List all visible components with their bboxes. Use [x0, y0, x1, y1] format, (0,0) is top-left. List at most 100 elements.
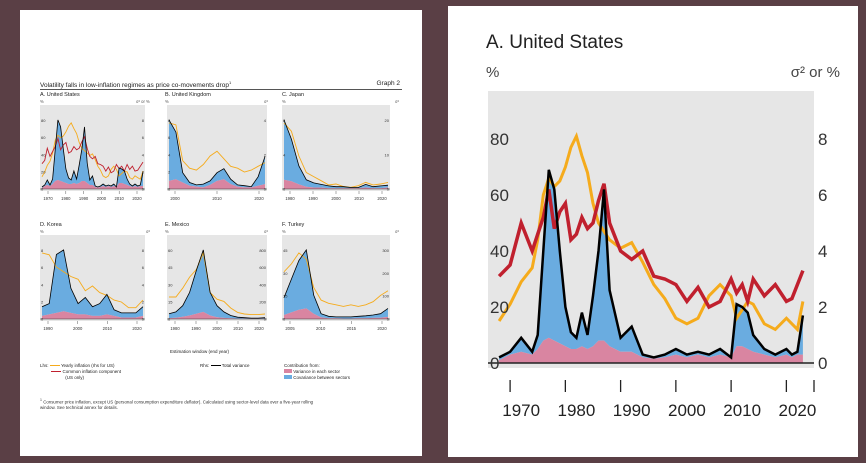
mini-lhs-tick-mx-45: 45 [168, 265, 173, 270]
rhs-tick-8: 8 [818, 130, 827, 149]
mini-x-tick-jp-1990: 1990 [308, 196, 318, 201]
mini-unit-tr-lhs: % [282, 229, 286, 234]
zoom-rhs-unit: σ² or % [790, 64, 840, 81]
mini-rhs-tick-kr-6: 6 [142, 265, 145, 270]
mini-lhs-tick-tr-45: 45 [283, 248, 288, 253]
mini-lhs-tick-us-80: 80 [41, 118, 46, 123]
mini-unit-us-rhs: σ² or % [136, 99, 150, 104]
mini-unit-mx-lhs: % [165, 229, 169, 234]
mini-lhs-tick-tr-0: 0 [283, 317, 286, 322]
mini-title-jp: C. Japan [282, 92, 305, 98]
mini-x-tick-jp-2020: 2020 [377, 196, 387, 201]
mini-x-tick-us-2020: 2020 [132, 196, 142, 201]
plot-area [488, 91, 814, 368]
mini-lhs-tick-uk-4: 4 [168, 152, 171, 157]
mini-lhs-tick-us-20: 20 [41, 169, 46, 174]
mini-lhs-tick-tr-15: 15 [283, 294, 288, 299]
mini-x-tick-kr-2020: 2020 [132, 326, 142, 331]
mini-rhs-tick-us-6: 6 [142, 135, 145, 140]
mini-x-tick-uk-2020: 2020 [254, 196, 264, 201]
legend-inflation-label: Yearly inflation (rhs for US) [60, 363, 115, 368]
legend-total-swatch [210, 365, 221, 367]
mini-x-tick-uk-2000: 2000 [170, 196, 180, 201]
mini-total-tr [283, 248, 389, 318]
mini-title-kr: D. Korea [40, 222, 62, 228]
mini-unit-mx-rhs: σ² [264, 229, 268, 234]
mini-x-tick-jp-2000: 2000 [331, 196, 341, 201]
mini-inflation-tr [283, 252, 389, 307]
mini-rhs-tick-us-0: 0 [142, 187, 145, 192]
mini-x-tick-tr-2020: 2020 [377, 326, 387, 331]
zoom-panel-us: A. United States % σ² or % 0 20 40 60 80 0 2 4 6… [448, 6, 858, 457]
mini-rhs-tick-tr-300: 300 [382, 248, 389, 253]
mini-x-tick-us-1970: 1970 [43, 196, 53, 201]
lhs-tick-80: 80 [490, 130, 509, 149]
mini-chart-tr: 0 15 30 45 0 100 200 300 2005 2010 2015 2020 [282, 235, 390, 331]
legend-variance-swatch [284, 369, 292, 373]
lhs-tick-40: 40 [490, 242, 509, 261]
zoom-lhs-unit: % [486, 64, 500, 81]
title-rule [40, 89, 402, 90]
mini-x-tick-us-2000: 2000 [97, 196, 107, 201]
mini-covariance-uk [169, 119, 265, 188]
mini-lhs-tick-us-0: 0 [41, 187, 44, 192]
mini-rhs-tick-kr-2: 2 [142, 299, 145, 304]
mini-unit-us-lhs: % [40, 99, 44, 104]
mini-rhs-tick-jp-10: 10 [385, 152, 390, 157]
mini-x-tick-tr-2010: 2010 [316, 326, 326, 331]
mini-covariance-mx [169, 249, 265, 319]
legend-covariance-label: Covariance between sectors [293, 375, 351, 380]
mini-x-tick-uk-2010: 2010 [212, 196, 222, 201]
mini-lhs-tick-uk-6: 6 [168, 135, 171, 140]
mini-unit-uk-lhs: % [165, 99, 169, 104]
common-component-line [497, 183, 805, 310]
mini-lhs-tick-uk-0: 0 [168, 187, 171, 192]
mini-lhs-tick-uk-2: 2 [168, 169, 171, 174]
x-tick-1980: 1980 [557, 401, 595, 420]
mini-rhs-tick-tr-0: 0 [387, 317, 390, 322]
rhs-tick-4: 4 [818, 242, 827, 261]
mini-inflation-kr [41, 252, 144, 309]
mini-rhs-tick-kr-0: 0 [142, 317, 145, 322]
covariance-area [499, 169, 803, 361]
zoom-chart: 0 20 40 60 80 0 2 4 6 8 1970 1980 1990 2000 2010 2020 [488, 91, 827, 420]
zoom-chart-title: A. United States [486, 32, 624, 53]
mini-variance-kr [42, 311, 143, 319]
mini-variance-mx [169, 311, 265, 319]
lhs-tick-60: 60 [490, 186, 509, 205]
mini-x-tick-us-1980: 1980 [61, 196, 71, 201]
x-tick-2020: 2020 [779, 401, 817, 420]
mini-rhs-tick-uk-4: 4 [264, 118, 267, 123]
mini-chart-jp: 0 4 8 0 10 20 1980 1990 2000 2010 2020 [282, 105, 390, 201]
mini-lhs-tick-us-40: 40 [41, 152, 46, 157]
mini-x-tick-mx-2000: 2000 [212, 326, 222, 331]
mini-variance-us [42, 180, 143, 189]
legend-common-note: (US only) [65, 375, 85, 380]
rhs-tick-0: 0 [818, 354, 827, 373]
legend-rhs: Rhs: Total variance [200, 363, 249, 369]
mini-rhs-tick-kr-4: 4 [142, 282, 145, 287]
mini-title-uk: B. United Kingdom [165, 92, 211, 98]
mini-rhs-tick-mx-800: 800 [259, 248, 266, 253]
legend-covariance-swatch [284, 375, 292, 379]
mini-x-tick-jp-2010: 2010 [354, 196, 364, 201]
mini-covariance-kr [42, 249, 143, 318]
yearly-inflation-line [497, 132, 805, 333]
mini-x-tick-tr-2005: 2005 [285, 326, 295, 331]
legend-contribution-label: Contribution from: [284, 363, 320, 368]
mini-lhs-tick-kr-4: 4 [41, 282, 44, 287]
mini-covariance-jp [284, 119, 388, 189]
footnote: 1 Consumer price inflation, except US (p… [40, 398, 314, 411]
mini-chart-uk: 0 2 4 6 8 0 2 4 2000 2010 2020 [167, 105, 267, 201]
mini-rhs-tick-mx-200: 200 [259, 299, 266, 304]
mini-rhs-tick-us-2: 2 [142, 169, 145, 174]
mini-lhs-tick-tr-30: 30 [283, 271, 288, 276]
x-tick-2000: 2000 [668, 401, 706, 420]
mini-unit-uk-rhs: σ² [264, 99, 268, 104]
mini-rhs-tick-tr-200: 200 [382, 271, 389, 276]
mini-rhs-tick-uk-2: 2 [264, 152, 267, 157]
mini-x-tick-mx-2010: 2010 [233, 326, 243, 331]
mini-x-tick-us-2010: 2010 [115, 196, 125, 201]
